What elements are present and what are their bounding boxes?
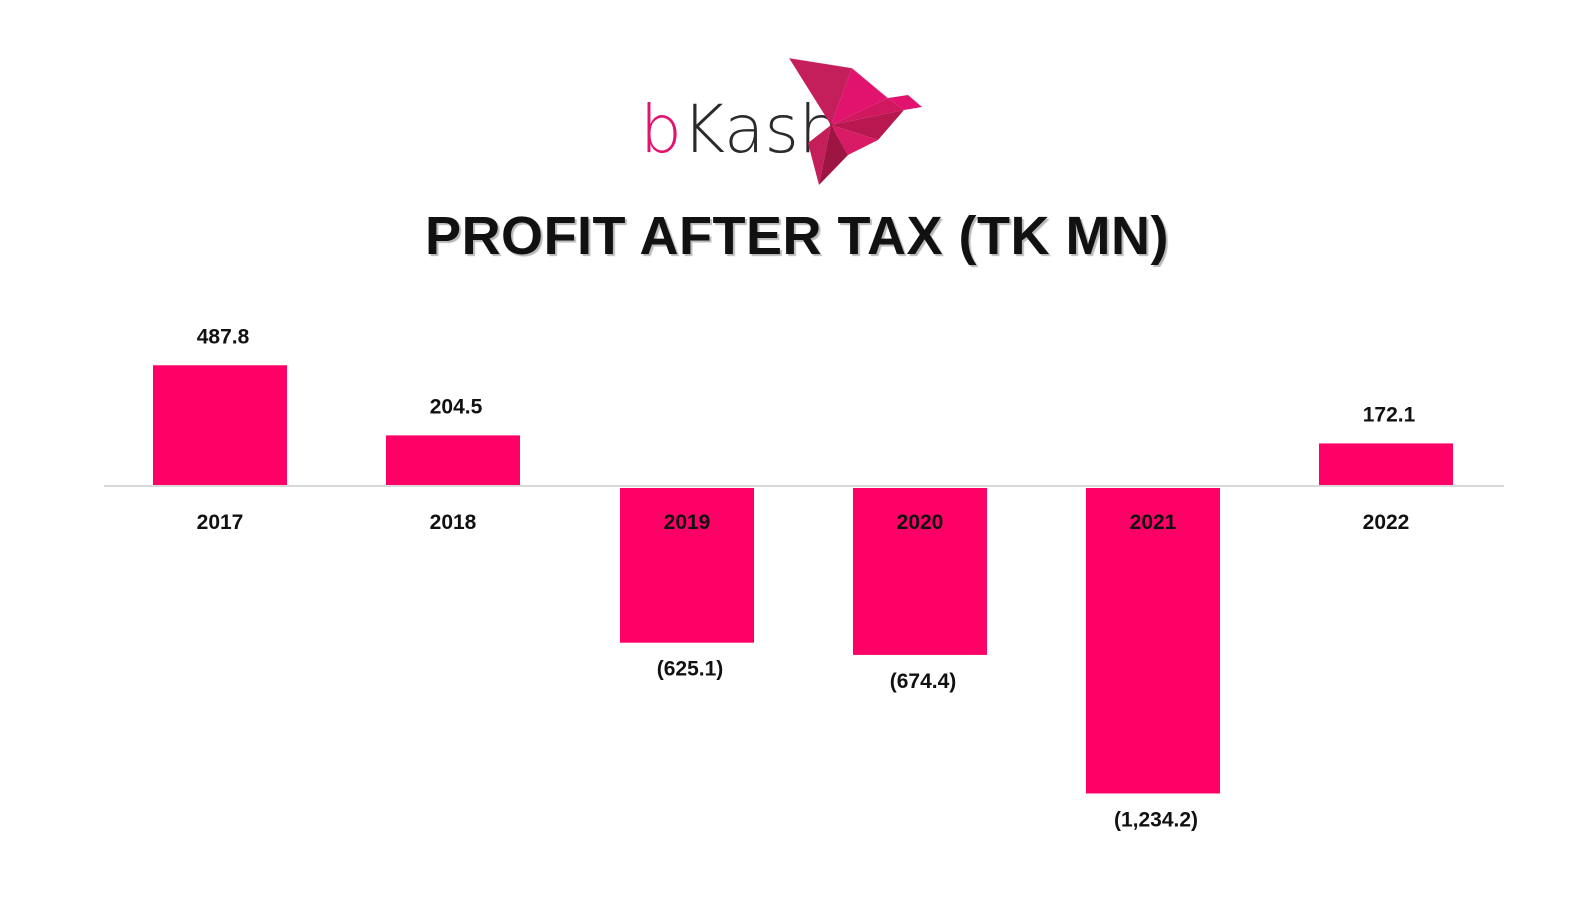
bar-2017 [153, 365, 287, 486]
value-label-2021: (1,234.2) [1114, 808, 1198, 831]
category-label-2022: 2022 [1363, 511, 1410, 534]
category-label-2020: 2020 [897, 511, 944, 534]
value-label-2018: 204.5 [430, 395, 483, 418]
category-label-2021: 2021 [1130, 511, 1177, 534]
value-label-2019: (625.1) [657, 658, 724, 681]
value-label-2017: 487.8 [197, 325, 250, 348]
category-label-2019: 2019 [664, 511, 711, 534]
chart-title: PROFIT AFTER TAX (TK MN) [425, 206, 1169, 266]
bkash-logo: bKash [640, 55, 940, 190]
origami-bird-icon [788, 57, 922, 185]
bar-2022 [1319, 443, 1453, 486]
bar-2020 [853, 488, 987, 655]
bar-2021 [1086, 488, 1220, 794]
category-label-2017: 2017 [197, 511, 244, 534]
logo-wordmark-b: b [640, 91, 682, 168]
value-label-2020: (674.4) [890, 670, 957, 693]
category-label-2018: 2018 [430, 511, 477, 534]
value-label-2022: 172.1 [1363, 403, 1416, 426]
bar-2019 [620, 488, 754, 643]
bar-2018 [386, 435, 520, 486]
